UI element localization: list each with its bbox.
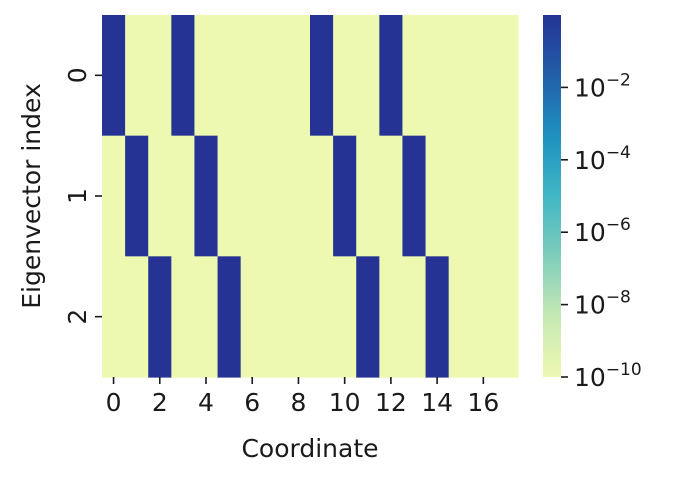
y-tick-label: 0 <box>63 67 92 83</box>
heatmap-cell <box>379 15 404 137</box>
heatmap-cell <box>356 256 380 378</box>
y-tick-label: 2 <box>63 309 92 325</box>
x-tick-label: 6 <box>244 388 260 417</box>
colorbar-tick-label: 10−10 <box>574 360 642 392</box>
x-tick-label: 16 <box>467 388 499 417</box>
heatmap-cell <box>171 15 196 137</box>
heatmap-cell <box>356 135 380 257</box>
heatmap-cell <box>125 256 149 378</box>
heatmap-cell <box>333 256 357 378</box>
heatmap-cell <box>194 15 219 137</box>
heatmap-cell <box>102 135 126 257</box>
heatmap-cell <box>125 135 149 257</box>
heatmap-cell <box>310 256 334 378</box>
heatmap-cell <box>102 15 126 137</box>
heatmap-cell <box>471 135 496 257</box>
colorbar-tick-label: 10−2 <box>574 70 631 102</box>
x-tick-label: 4 <box>198 388 214 417</box>
y-axis: 0 1 2 <box>63 67 102 325</box>
heatmap-cell <box>148 256 172 378</box>
heatmap-cell <box>263 15 288 137</box>
heatmap-cell <box>471 15 496 137</box>
heatmap-cell <box>379 256 404 378</box>
heatmap-cell <box>471 256 496 378</box>
heatmap-cell <box>402 15 427 137</box>
heatmap-cell <box>240 256 265 378</box>
heatmap-cell <box>217 256 242 378</box>
heatmap-cell <box>310 15 334 137</box>
heatmap-cells <box>102 15 519 378</box>
heatmap-cell <box>379 135 404 257</box>
heatmap-cell <box>217 15 242 137</box>
heatmap-cell <box>217 135 242 257</box>
heatmap-cell <box>333 15 357 137</box>
y-axis-label: Eigenvector index <box>17 83 46 308</box>
colorbar-tick-label: 10−4 <box>574 143 631 175</box>
heatmap-cell <box>448 135 473 257</box>
heatmap-cell <box>286 15 311 137</box>
colorbar <box>543 15 561 377</box>
heatmap-cell <box>263 256 288 378</box>
heatmap-cell <box>356 15 380 137</box>
heatmap-cell <box>448 256 473 378</box>
heatmap-cell <box>402 135 427 257</box>
heatmap-cell <box>425 135 450 257</box>
heatmap-cell <box>310 135 334 257</box>
heatmap-cell <box>240 15 265 137</box>
x-tick-label: 0 <box>106 388 122 417</box>
heatmap-cell <box>171 135 196 257</box>
heatmap-cell <box>425 15 450 137</box>
x-axis: 0 2 4 6 8 10 12 14 16 <box>106 377 499 417</box>
x-axis-label: Coordinate <box>241 434 378 463</box>
heatmap-cell <box>263 135 288 257</box>
heatmap-cell <box>102 256 126 378</box>
heatmap-cell <box>286 256 311 378</box>
heatmap-cell <box>194 256 219 378</box>
x-tick-label: 2 <box>152 388 168 417</box>
x-tick-label: 14 <box>421 388 453 417</box>
heatmap-cell <box>194 135 219 257</box>
colorbar-tick-label: 10−6 <box>574 215 631 247</box>
heatmap-cell <box>286 135 311 257</box>
heatmap-cell <box>125 15 149 137</box>
heatmap-cell <box>494 256 519 378</box>
x-tick-label: 12 <box>375 388 407 417</box>
colorbar-ticks: 10−10 10−8 10−6 10−4 10−2 <box>561 70 642 392</box>
heatmap-cell <box>148 135 172 257</box>
x-tick-label: 10 <box>329 388 361 417</box>
heatmap-cell <box>425 256 450 378</box>
heatmap-cell <box>494 135 519 257</box>
colorbar-tick-label: 10−8 <box>574 288 631 320</box>
heatmap-cell <box>171 256 196 378</box>
heatmap-cell <box>448 15 473 137</box>
x-tick-label: 8 <box>290 388 306 417</box>
heatmap-cell <box>333 135 357 257</box>
heatmap-cell <box>494 15 519 137</box>
heatmap-cell <box>402 256 427 378</box>
y-tick-label: 1 <box>63 188 92 204</box>
heatmap-cell <box>240 135 265 257</box>
heatmap-cell <box>148 15 172 137</box>
